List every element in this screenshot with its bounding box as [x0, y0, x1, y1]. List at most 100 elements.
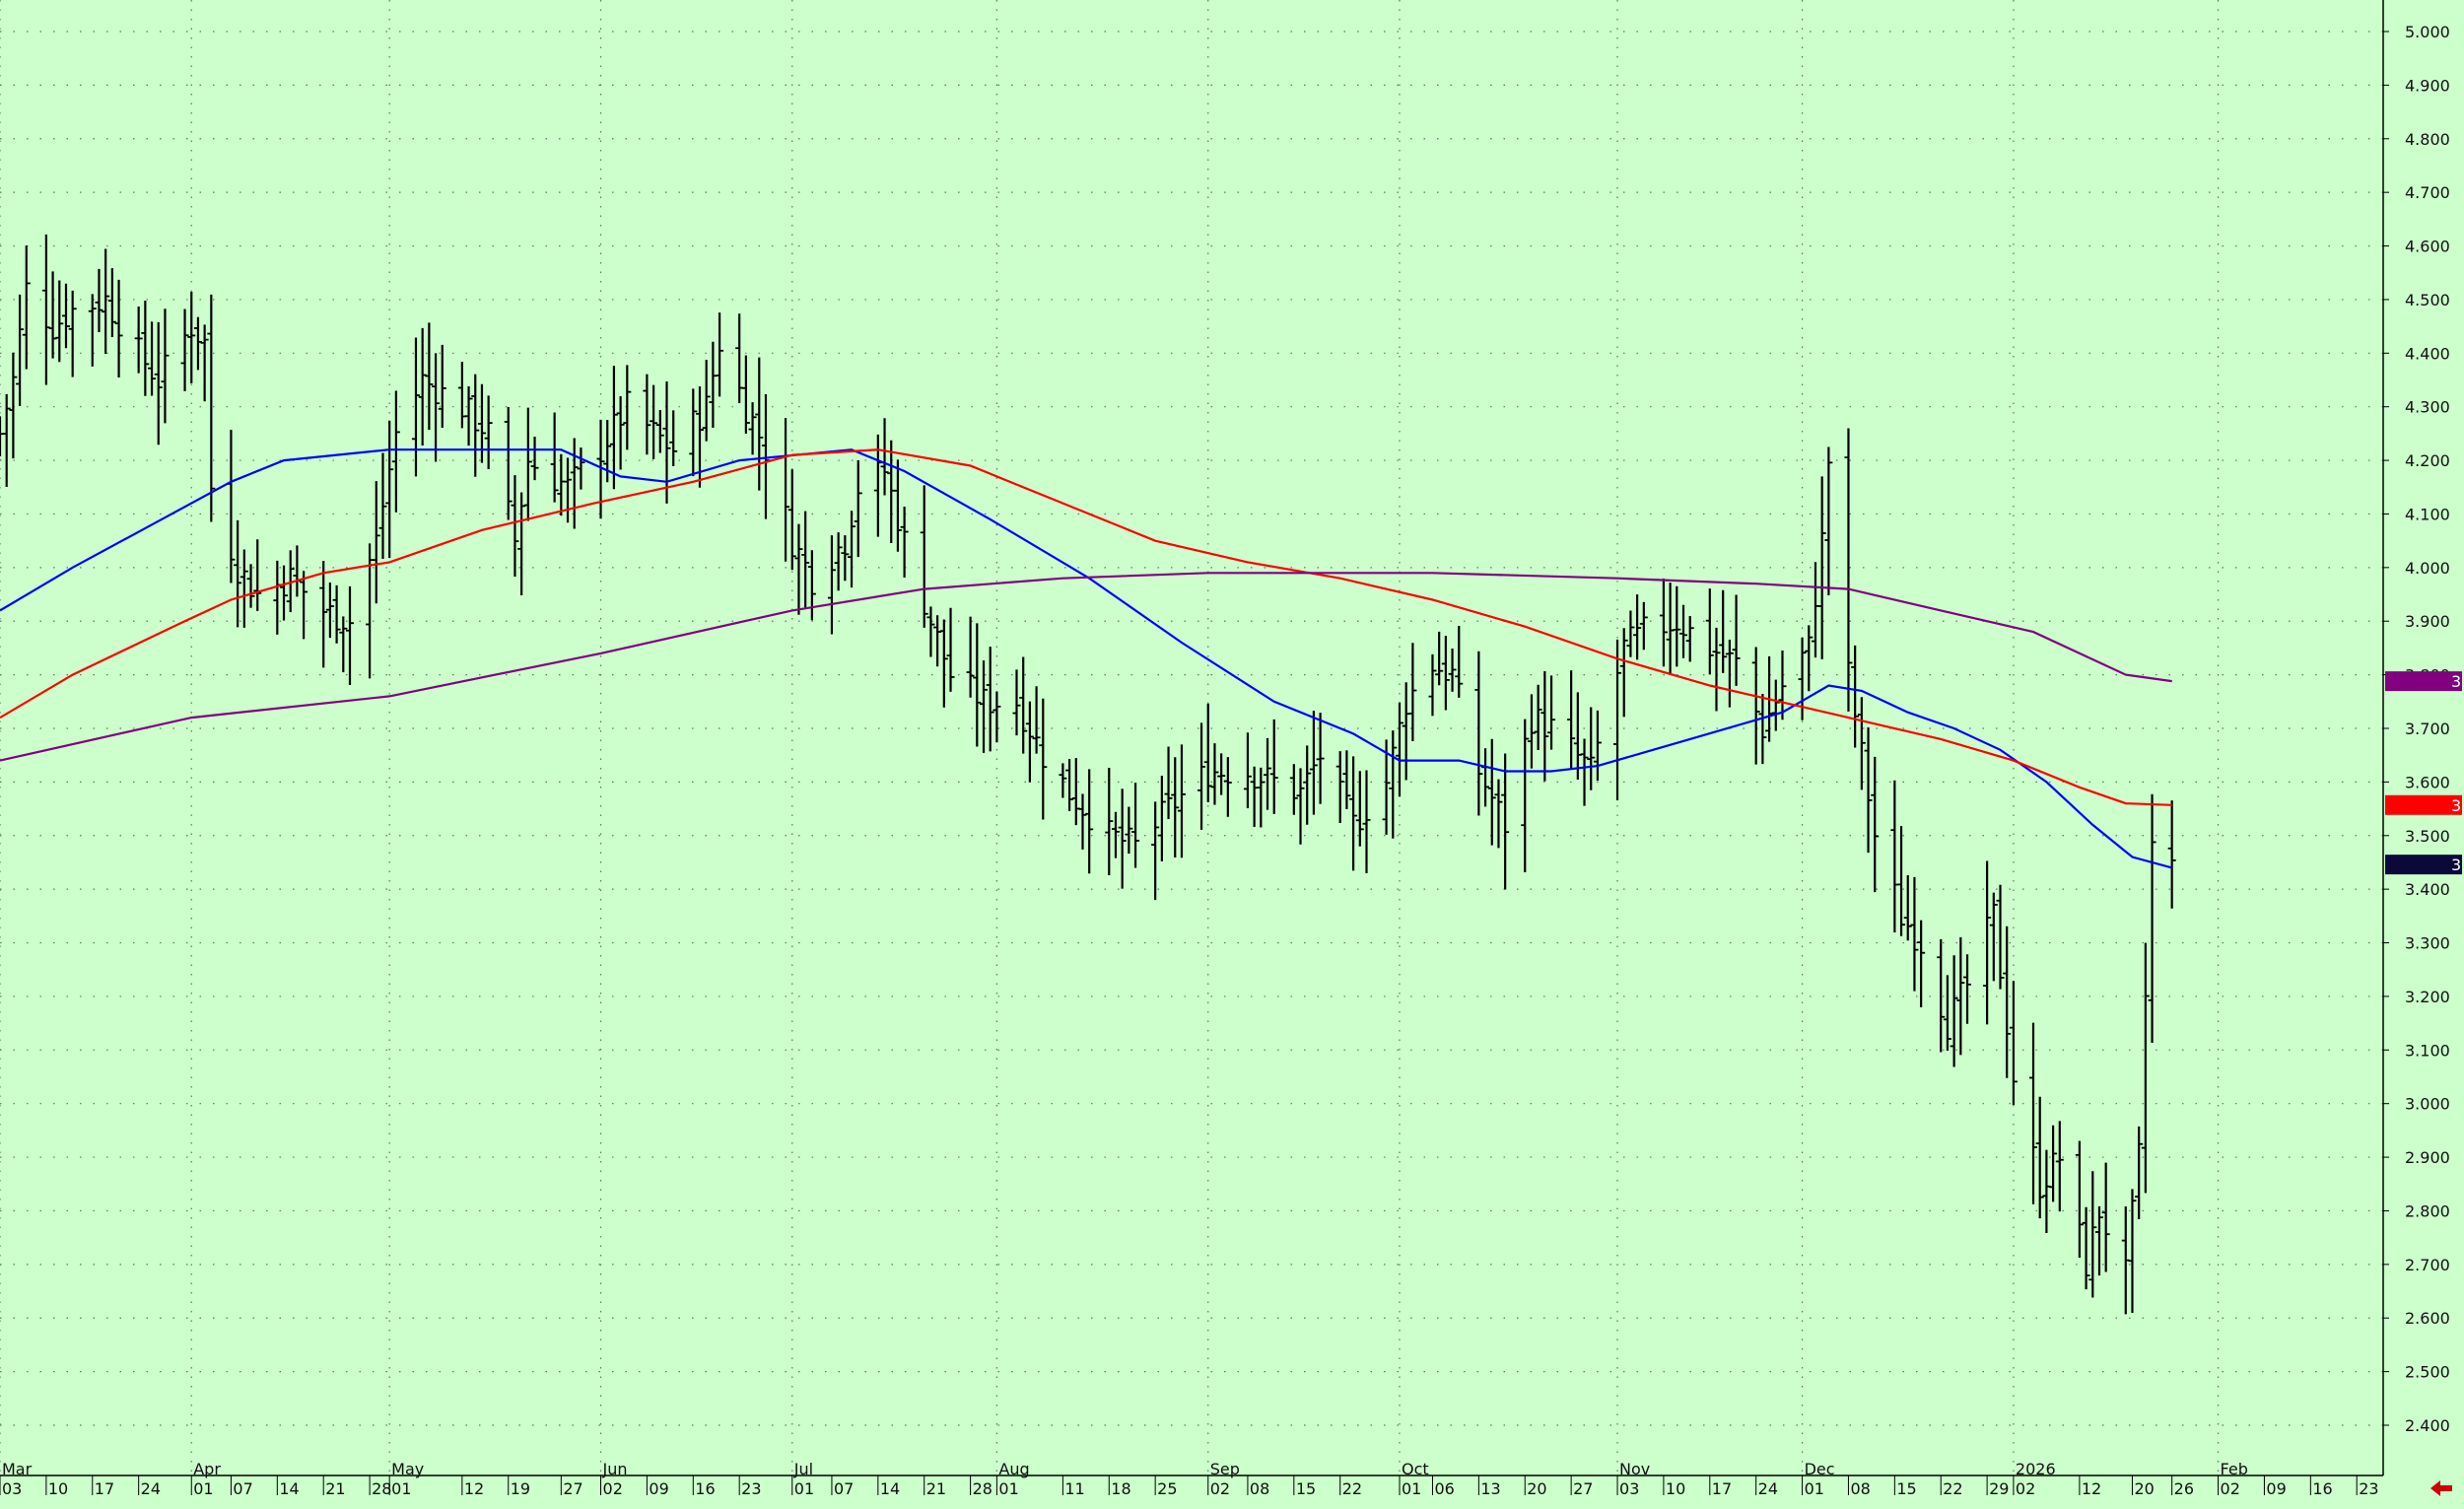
y-tick-label: 2.800: [2405, 1201, 2450, 1220]
day-label: 17: [1712, 1479, 1732, 1498]
day-label: 23: [2359, 1479, 2378, 1498]
day-label: 25: [1157, 1479, 1177, 1498]
month-label: Sep: [1210, 1460, 1240, 1478]
day-label: 14: [279, 1479, 299, 1498]
y-tick-label: 3.900: [2405, 612, 2450, 631]
month-label: Oct: [1402, 1460, 1429, 1478]
y-tick-label: 2.700: [2405, 1256, 2450, 1274]
day-label: 11: [1064, 1479, 1084, 1498]
day-label: 12: [464, 1479, 484, 1498]
y-tick-label: 4.900: [2405, 76, 2450, 95]
y-tick-label: 2.400: [2405, 1416, 2450, 1435]
grid: [0, 0, 2383, 1475]
month-label: Dec: [1805, 1460, 1835, 1478]
last-value-tag: [2385, 855, 2462, 875]
day-label: 17: [95, 1479, 114, 1498]
day-label: 24: [141, 1479, 161, 1498]
day-label: 01: [1402, 1479, 1421, 1498]
moving-average-line-2: [0, 448, 2172, 806]
y-tick-label: 2.900: [2405, 1148, 2450, 1167]
day-label: 28: [372, 1479, 391, 1498]
day-label: 09: [2266, 1479, 2286, 1498]
y-tick-label: 4.000: [2405, 559, 2450, 578]
day-label: 16: [695, 1479, 715, 1498]
day-label: 10: [1666, 1479, 1685, 1498]
day-label: 26: [2174, 1479, 2194, 1498]
last-value-tag: [2385, 794, 2462, 815]
arrow-left-icon[interactable]: [2430, 1480, 2452, 1496]
day-label: 03: [2, 1479, 22, 1498]
day-label: 27: [1573, 1479, 1593, 1498]
day-label: 08: [1850, 1479, 1870, 1498]
day-label: 01: [391, 1479, 411, 1498]
y-tick-label: 2.500: [2405, 1363, 2450, 1382]
month-label: May: [391, 1460, 424, 1478]
y-tick-label: 2.600: [2405, 1309, 2450, 1328]
y-tick-label: 4.400: [2405, 344, 2450, 363]
y-tick-label: 3.600: [2405, 773, 2450, 791]
month-label: Feb: [2221, 1460, 2248, 1478]
day-label: 09: [649, 1479, 668, 1498]
month-label: Nov: [1619, 1460, 1650, 1478]
last-value-text: 3.446: [2451, 856, 2464, 874]
day-label: 22: [1342, 1479, 1362, 1498]
month-label: Apr: [193, 1460, 221, 1478]
last-value-tag: [2385, 671, 2462, 692]
day-label: 14: [880, 1479, 900, 1498]
day-label: 07: [233, 1479, 252, 1498]
month-label: Mar: [2, 1460, 33, 1478]
day-label: 10: [48, 1479, 68, 1498]
day-label: 20: [2134, 1479, 2154, 1498]
day-label: 28: [973, 1479, 992, 1498]
month-label: Aug: [998, 1460, 1029, 1478]
day-label: 24: [1758, 1479, 1778, 1498]
day-label: 22: [1943, 1479, 1962, 1498]
day-label: 08: [1250, 1479, 1269, 1498]
price-bars: [0, 234, 2176, 1315]
day-label: 19: [511, 1479, 530, 1498]
day-label: 01: [998, 1479, 1018, 1498]
day-label: 01: [193, 1479, 213, 1498]
day-label: 15: [1896, 1479, 1916, 1498]
day-label: 16: [2312, 1479, 2332, 1498]
last-value-text: 3.788: [2451, 672, 2464, 691]
arrow-left-shape[interactable]: [2430, 1480, 2452, 1496]
month-label: Jun: [602, 1460, 628, 1478]
y-tick-label: 4.500: [2405, 291, 2450, 309]
day-label: 02: [603, 1479, 623, 1498]
moving-average-line-3: [0, 572, 2172, 762]
day-label: 23: [741, 1479, 761, 1498]
day-label: 02: [2221, 1479, 2240, 1498]
y-tick-label: 4.200: [2405, 451, 2450, 470]
moving-average-line-1: [0, 448, 2172, 869]
y-tick-label: 3.300: [2405, 934, 2450, 953]
day-label: 21: [926, 1479, 946, 1498]
day-label: 06: [1434, 1479, 1454, 1498]
last-value-text: 3.557: [2451, 796, 2464, 815]
y-tick-label: 5.000: [2405, 23, 2450, 41]
day-label: 01: [794, 1479, 814, 1498]
day-label: 21: [325, 1479, 345, 1498]
day-label: 12: [2082, 1479, 2101, 1498]
last-value-tags: 3.788 3.557 3.446: [2385, 671, 2464, 875]
y-tick-label: 4.100: [2405, 505, 2450, 523]
moving-average-lines: [0, 448, 2172, 869]
day-label: 27: [563, 1479, 582, 1498]
day-label: 20: [1527, 1479, 1546, 1498]
y-tick-label: 3.100: [2405, 1041, 2450, 1060]
month-label: Jul: [793, 1460, 813, 1478]
day-label: 01: [1805, 1479, 1824, 1498]
day-label: 02: [1210, 1479, 1230, 1498]
day-label: 07: [834, 1479, 854, 1498]
day-label: 03: [1619, 1479, 1639, 1498]
y-tick-label: 4.800: [2405, 130, 2450, 149]
day-label: 13: [1480, 1479, 1500, 1498]
y-tick-label: 4.700: [2405, 183, 2450, 202]
month-label: 2026: [2016, 1460, 2056, 1478]
day-label: 02: [2016, 1479, 2035, 1498]
y-tick-label: 3.400: [2405, 880, 2450, 899]
day-label: 29: [1989, 1479, 2009, 1498]
